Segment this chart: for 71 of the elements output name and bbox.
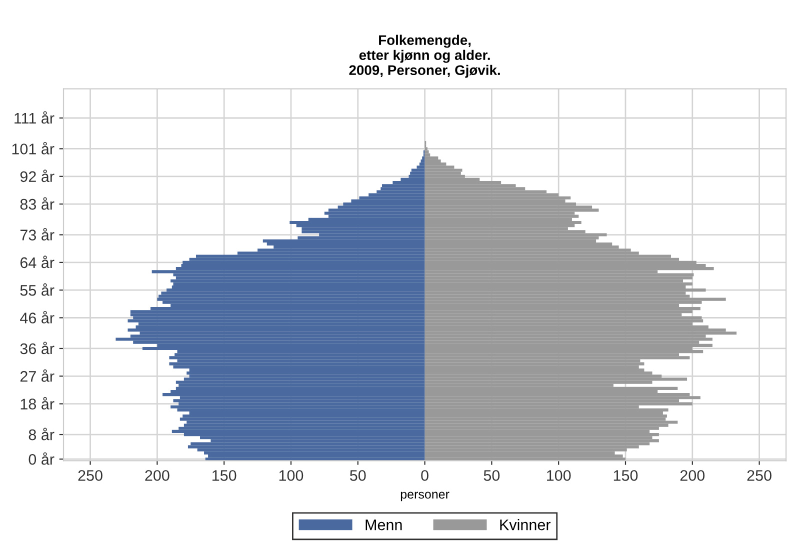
x-tick-label: 200 bbox=[145, 470, 170, 481]
x-tick-label: 250 bbox=[78, 470, 102, 481]
bar bbox=[424, 150, 429, 154]
bar bbox=[410, 172, 425, 175]
bar bbox=[324, 212, 425, 215]
bar bbox=[424, 147, 428, 150]
x-tick-label: 100 bbox=[547, 470, 571, 481]
bar bbox=[173, 365, 425, 368]
bar bbox=[162, 393, 425, 396]
bar bbox=[420, 159, 425, 163]
bar bbox=[380, 187, 425, 190]
bar bbox=[130, 313, 425, 316]
chart-title: Folkemengde, etter kjønn og alder. 2009, Personer, Gjøvik. bbox=[349, 34, 500, 78]
bar bbox=[419, 162, 425, 166]
x-tick-label: 0 bbox=[421, 470, 428, 481]
y-tick-label: 36 år bbox=[20, 342, 54, 354]
bar bbox=[328, 208, 425, 212]
bar bbox=[128, 328, 425, 332]
bar bbox=[128, 319, 425, 322]
bar bbox=[178, 384, 425, 387]
bar bbox=[116, 338, 425, 341]
bar bbox=[424, 168, 462, 172]
bar bbox=[173, 282, 425, 286]
bar bbox=[130, 310, 425, 314]
y-tick-label: 73 år bbox=[20, 228, 54, 240]
bar bbox=[422, 156, 425, 160]
x-tick-label: 50 bbox=[350, 470, 366, 481]
bar bbox=[182, 260, 425, 264]
x-tick-label: 150 bbox=[212, 470, 236, 481]
y-tick-label: 46 år bbox=[20, 310, 54, 324]
x-tick-label: 150 bbox=[614, 470, 638, 481]
bar bbox=[382, 184, 425, 188]
bar bbox=[302, 230, 425, 234]
bar bbox=[161, 292, 425, 295]
x-tick-label: 50 bbox=[484, 470, 500, 481]
bar bbox=[172, 430, 425, 433]
legend-label: Kvinner bbox=[500, 519, 551, 530]
bar bbox=[190, 442, 425, 446]
y-tick-label: 18 år bbox=[20, 397, 54, 410]
bar bbox=[170, 279, 425, 282]
bar bbox=[170, 405, 425, 408]
y-tick-label: 83 år bbox=[20, 197, 54, 210]
bar bbox=[169, 356, 425, 360]
x-tick-label: 100 bbox=[279, 470, 304, 481]
y-tick-label: 92 år bbox=[20, 170, 54, 182]
bar bbox=[180, 418, 425, 421]
bar bbox=[169, 362, 425, 366]
bar bbox=[424, 386, 678, 390]
x-axis-title: personer bbox=[400, 492, 450, 502]
bar bbox=[208, 454, 425, 458]
bar bbox=[157, 298, 425, 301]
bar bbox=[158, 294, 425, 298]
bar bbox=[152, 270, 425, 274]
y-tick-label: 101 år bbox=[12, 142, 54, 154]
y-tick-label: 8 år bbox=[28, 428, 54, 440]
bar bbox=[262, 239, 425, 242]
bar bbox=[188, 445, 425, 448]
bar bbox=[186, 372, 425, 375]
y-tick-label: 27 år bbox=[20, 369, 54, 382]
y-tick-label: 55 år bbox=[20, 283, 54, 296]
bar bbox=[411, 168, 425, 172]
bar bbox=[173, 399, 425, 402]
bar bbox=[182, 414, 425, 418]
legend-label: Menn bbox=[366, 520, 402, 530]
y-tick-label: 111 år bbox=[14, 111, 54, 124]
x-tick-label: 250 bbox=[747, 470, 772, 481]
y-tick-label: 0 år bbox=[28, 452, 54, 465]
bar bbox=[176, 380, 425, 384]
y-tick-label: 64 år bbox=[20, 256, 54, 268]
x-tick-label: 200 bbox=[680, 470, 705, 481]
bar bbox=[424, 156, 438, 160]
